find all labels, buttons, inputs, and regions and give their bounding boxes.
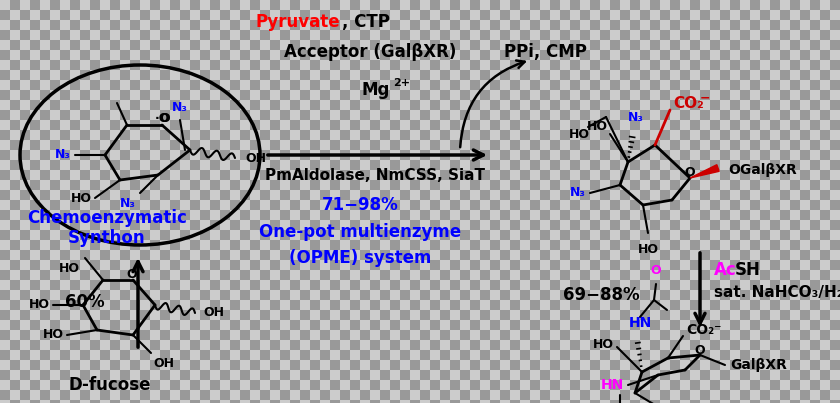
Polygon shape <box>690 165 719 178</box>
Text: HO: HO <box>43 328 64 341</box>
Text: N₃: N₃ <box>120 197 136 210</box>
Text: Pyruvate: Pyruvate <box>255 13 340 31</box>
Text: Chemoenzymatic: Chemoenzymatic <box>27 209 187 227</box>
Text: PmAldolase, NmCSS, SiaT: PmAldolase, NmCSS, SiaT <box>265 168 485 183</box>
Text: Synthon: Synthon <box>68 229 146 247</box>
Text: −: − <box>700 91 711 104</box>
Text: (OPME) system: (OPME) system <box>289 249 431 267</box>
Text: N₃: N₃ <box>55 148 71 162</box>
Text: N₃: N₃ <box>172 101 188 114</box>
Text: O: O <box>651 264 661 277</box>
Text: HO: HO <box>569 127 590 141</box>
Text: One-pot multienzyme: One-pot multienzyme <box>259 223 461 241</box>
Text: 71−98%: 71−98% <box>322 196 398 214</box>
Text: PPi, CMP: PPi, CMP <box>503 43 586 61</box>
Text: CO₂⁻: CO₂⁻ <box>686 323 722 337</box>
Text: O: O <box>695 343 706 357</box>
FancyArrowPatch shape <box>460 60 525 147</box>
Text: Acceptor (GalβXR): Acceptor (GalβXR) <box>284 43 456 61</box>
Text: Mg: Mg <box>362 81 390 99</box>
Text: OGalβXR: OGalβXR <box>728 163 797 177</box>
Text: O: O <box>160 112 171 125</box>
Text: OH: OH <box>203 307 224 320</box>
Text: HO: HO <box>59 262 80 274</box>
Text: D-fucose: D-fucose <box>69 376 151 394</box>
Text: ·O: ·O <box>155 112 170 125</box>
Text: SH: SH <box>735 261 761 279</box>
Text: N₃: N₃ <box>628 111 644 124</box>
Text: 69−88%: 69−88% <box>564 286 640 304</box>
Text: HN: HN <box>628 316 652 330</box>
Text: HO: HO <box>663 401 684 403</box>
Text: , CTP: , CTP <box>342 13 390 31</box>
Text: CO₂: CO₂ <box>673 96 704 110</box>
Text: N₃: N₃ <box>570 187 586 199</box>
Text: OH: OH <box>245 152 266 164</box>
Text: HO: HO <box>29 299 50 312</box>
Text: HO: HO <box>638 243 659 256</box>
Text: HO: HO <box>71 191 92 204</box>
Text: OH: OH <box>153 357 174 370</box>
Text: HN: HN <box>601 378 624 392</box>
Text: sat. NaHCO₃/H₂O: sat. NaHCO₃/H₂O <box>714 285 840 301</box>
Text: HO: HO <box>593 337 614 351</box>
Text: Ac: Ac <box>714 261 737 279</box>
Text: 60%: 60% <box>66 293 105 311</box>
Text: 2+: 2+ <box>393 78 410 88</box>
Text: GalβXR: GalβXR <box>730 358 787 372</box>
Text: O: O <box>127 268 137 280</box>
Text: HO: HO <box>587 120 608 133</box>
Text: O: O <box>685 166 696 179</box>
